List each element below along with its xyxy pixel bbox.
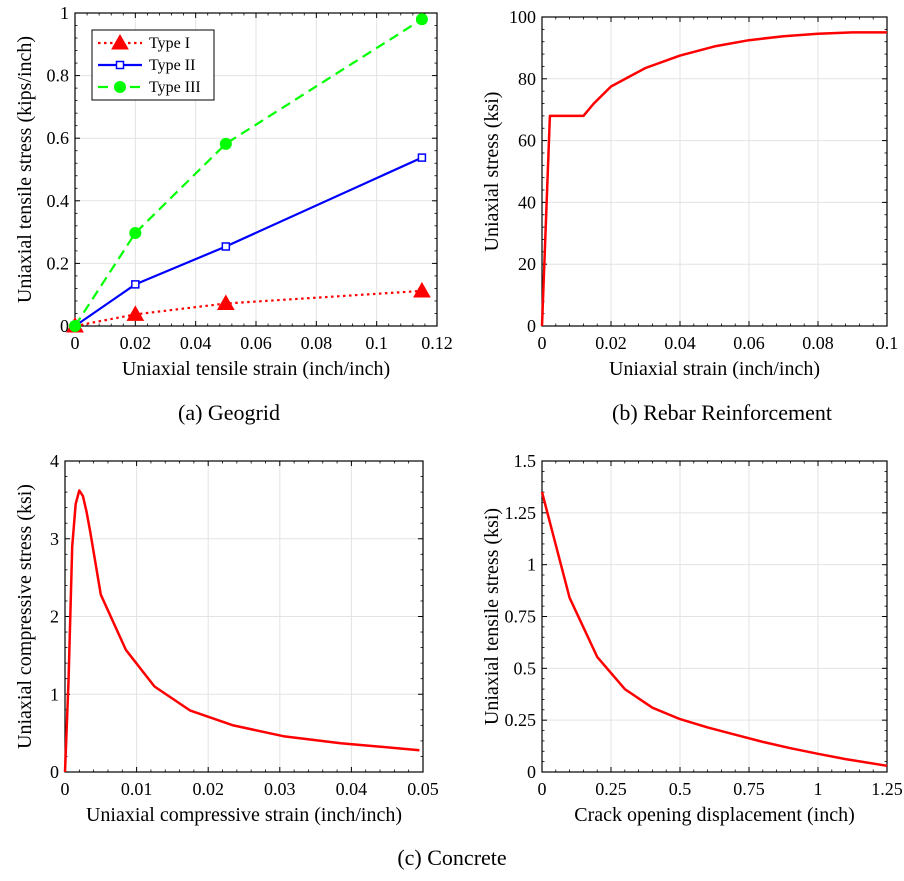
y-tick-label: 0 xyxy=(527,762,536,782)
data-point xyxy=(131,280,140,289)
y-tick-label: 1.25 xyxy=(505,503,537,523)
y-tick-label: 100 xyxy=(509,7,536,27)
x-tick-label: 0.03 xyxy=(264,779,296,799)
axes-box xyxy=(64,460,424,773)
x-tick-label: 0.12 xyxy=(421,333,453,353)
x-tick-label: 0 xyxy=(61,779,70,799)
axes-box xyxy=(541,460,888,773)
x-tick-label: 0.04 xyxy=(664,333,696,353)
y-tick-label: 1 xyxy=(527,555,536,575)
legend-marker xyxy=(115,60,125,70)
x-tick-label: 0 xyxy=(538,779,547,799)
chart-1: 0 0.02 0.04 0.06 0.08 0.1 0.12 0 0.2 0.4 0.6 0.8 1 Un… xyxy=(14,3,453,380)
x-tick-label: 0.02 xyxy=(192,779,224,799)
series-line-2 xyxy=(74,156,423,327)
caption-geogrid: (a) Geogrid xyxy=(177,400,281,425)
y-tick-label: 0.4 xyxy=(47,191,70,211)
x-axis-label: Uniaxial strain (inch/inch) xyxy=(609,358,820,380)
y-tick-label: 4 xyxy=(50,451,59,471)
y-tick-label: 20 xyxy=(518,254,536,274)
x-axis-label: Uniaxial tensile strain (inch/inch) xyxy=(122,358,390,380)
x-tick-label: 0.04 xyxy=(180,333,212,353)
y-tick-label: 80 xyxy=(518,69,536,89)
y-tick-label: 1 xyxy=(50,684,59,704)
legend-label: Type I xyxy=(149,35,190,52)
chart-2: 0 0.02 0.04 0.06 0.08 0.1 0 20 40 60 80 100 Uniaxial… xyxy=(481,7,898,380)
x-tick-label: 0.25 xyxy=(595,779,627,799)
data-point xyxy=(219,137,232,150)
y-tick-label: 2 xyxy=(50,607,59,627)
data-point xyxy=(69,320,81,332)
y-tick-label: 1.5 xyxy=(514,451,537,471)
y-tick-label: 0.6 xyxy=(47,128,70,148)
axes-box xyxy=(74,12,438,327)
y-tick-label: 0.25 xyxy=(505,710,537,730)
y-tick-label: 0.5 xyxy=(514,658,537,678)
y-tick-label: 0.75 xyxy=(505,607,537,627)
series-line-1 xyxy=(74,289,422,328)
x-tick-label: 0.02 xyxy=(595,333,627,353)
data-point xyxy=(413,281,431,298)
y-axis-label: Uniaxial compressive stress (ksi) xyxy=(14,484,36,749)
chart-3: 0 0.01 0.02 0.03 0.04 0.05 0 1 2 3 4 Uniaxial compr… xyxy=(14,451,439,826)
legend-marker xyxy=(114,81,126,93)
x-tick-label: 0.5 xyxy=(669,779,692,799)
x-tick-label: 0.1 xyxy=(365,333,388,353)
x-tick-label: 0.05 xyxy=(407,779,439,799)
y-axis-label: Uniaxial tensile stress (ksi) xyxy=(481,508,503,725)
x-tick-label: 1.25 xyxy=(871,779,903,799)
legend-label: Type III xyxy=(149,79,201,96)
x-tick-label: 0.06 xyxy=(733,333,765,353)
x-tick-label: 0.06 xyxy=(240,333,272,353)
series-line-3 xyxy=(74,18,423,327)
y-tick-label: 40 xyxy=(518,192,536,212)
series-line-1 xyxy=(540,31,887,327)
caption-concrete: (c) Concrete xyxy=(397,845,507,870)
x-tick-label: 0 xyxy=(538,333,547,353)
y-axis-label: Uniaxial stress (ksi) xyxy=(481,92,503,252)
legend-marker xyxy=(111,33,129,50)
data-point xyxy=(415,13,428,26)
y-tick-label: 0 xyxy=(50,762,59,782)
caption-rebar: (b) Rebar Reinforcement xyxy=(612,400,832,425)
x-tick-label: 0.04 xyxy=(336,779,368,799)
y-tick-label: 0.2 xyxy=(47,253,70,273)
x-axis-label: Crack opening displacement (inch) xyxy=(574,804,854,826)
legend-label: Type II xyxy=(149,57,195,74)
x-tick-label: 1 xyxy=(814,779,823,799)
y-tick-label: 0 xyxy=(527,316,536,336)
legend: Type I Type II Type III xyxy=(91,29,215,101)
y-axis-label: Uniaxial tensile stress (kips/inch) xyxy=(14,36,36,303)
data-point xyxy=(129,227,142,240)
x-tick-label: 0.08 xyxy=(802,333,834,353)
series-line-1 xyxy=(63,489,420,773)
data-point xyxy=(126,305,145,321)
x-tick-label: 0.01 xyxy=(121,779,153,799)
series-line-1 xyxy=(540,491,888,768)
data-point xyxy=(216,294,235,310)
x-axis-label: Uniaxial compressive strain (inch/inch) xyxy=(86,804,402,826)
y-tick-label: 1 xyxy=(60,3,69,23)
x-tick-label: 0 xyxy=(71,333,80,353)
x-tick-label: 0.02 xyxy=(120,333,152,353)
y-tick-label: 3 xyxy=(50,529,59,549)
x-tick-label: 0.75 xyxy=(733,779,765,799)
x-tick-label: 0.08 xyxy=(301,333,333,353)
x-tick-label: 0.1 xyxy=(876,333,899,353)
y-tick-label: 60 xyxy=(518,131,536,151)
y-tick-label: 0 xyxy=(60,316,69,336)
chart-4: 0 0.25 0.5 0.75 1 1.25 0 0.25 0.5 0.75 1 1.25 1.5 Cra… xyxy=(481,451,903,826)
data-point xyxy=(221,242,231,251)
data-point xyxy=(417,153,427,162)
y-tick-label: 0.8 xyxy=(47,66,70,86)
axes-box xyxy=(541,16,888,327)
